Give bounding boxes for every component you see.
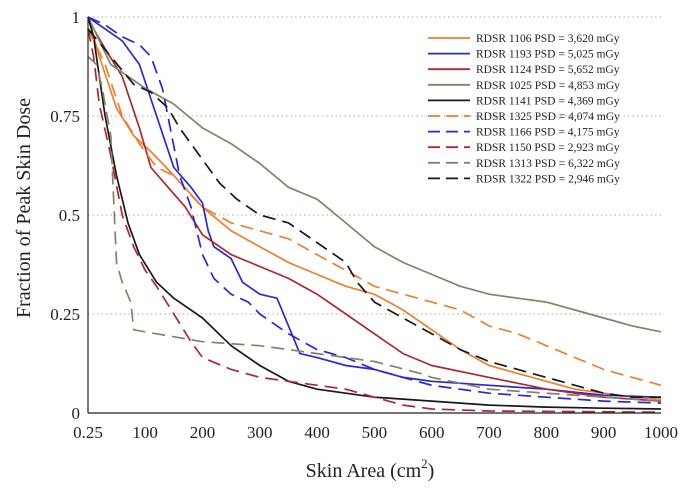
x-tick-label: 700 [476, 423, 502, 442]
series-line-7 [87, 16, 662, 404]
legend-label: RDSR 1141 PSD = 4,369 mGy [476, 95, 620, 107]
grid [88, 16, 661, 315]
x-tick-label: 500 [362, 423, 388, 442]
x-tick-label: 300 [247, 423, 273, 442]
series-line-3 [87, 16, 662, 402]
legend-label: RDSR 1166 PSD = 4,175 mGy [476, 127, 620, 139]
legend-label: RDSR 1025 PSD = 4,853 mGy [476, 80, 620, 92]
legend: RDSR 1106 PSD = 3,620 mGy RDSR 1193 PSD =… [428, 33, 620, 185]
legend-label: RDSR 1313 PSD = 6,322 mGy [476, 158, 620, 170]
x-tick-label: 400 [304, 423, 330, 442]
x-tick-label: 0.25 [73, 423, 103, 442]
x-tick-label: 1000 [644, 423, 678, 442]
x-tick-label: 800 [534, 423, 560, 442]
series-line-10 [87, 28, 661, 399]
y-tick-label: 0 [72, 404, 81, 423]
y-tick-label: 0.25 [50, 305, 80, 324]
x-axis-title-main: Skin Area (cm [306, 460, 422, 482]
x-tick-label: 100 [132, 423, 158, 442]
legend-label: RDSR 1124 PSD = 5,652 mGy [476, 64, 620, 76]
series-layer [87, 16, 662, 414]
series-line-8 [87, 28, 662, 414]
series-line-5 [87, 16, 662, 410]
series-line-6 [87, 28, 662, 387]
legend-label: RDSR 1193 PSD = 5,025 mGy [476, 49, 620, 61]
y-tick-label: 0.75 [50, 107, 80, 126]
x-axis-title-superscript: 2 [421, 456, 428, 471]
y-tick-label: 0.5 [59, 206, 80, 225]
y-axis-title: Fraction of Peak Skin Dose [13, 98, 35, 318]
series-line-4 [87, 16, 662, 333]
legend-label: RDSR 1325 PSD = 4,074 mGy [476, 111, 620, 123]
x-tick-label: 900 [591, 423, 617, 442]
y-tick-label: 1 [72, 8, 81, 27]
legend-label: RDSR 1322 PSD = 2,946 mGy [476, 173, 620, 185]
series-line-2 [87, 16, 662, 399]
x-axis-title-close: ) [428, 460, 435, 482]
x-tick-label: 600 [419, 423, 445, 442]
x-tick-label: 200 [190, 423, 216, 442]
legend-label: RDSR 1106 PSD = 3,620 mGy [476, 33, 620, 45]
legend-label: RDSR 1150 PSD = 2,923 mGy [476, 142, 620, 154]
axes [87, 17, 661, 414]
x-axis-title: Skin Area (cm2) [306, 456, 435, 482]
series-line-9 [87, 55, 662, 402]
